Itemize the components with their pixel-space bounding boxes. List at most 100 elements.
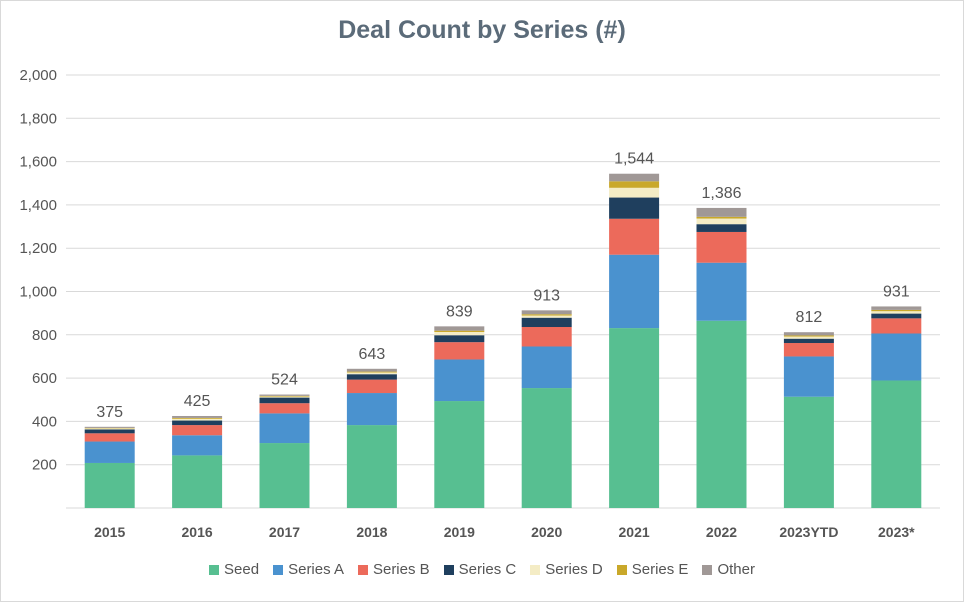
bar-segment-series-e <box>172 417 223 419</box>
legend-swatch <box>209 564 220 575</box>
bar-segment-series-d <box>172 418 223 421</box>
bar-segment-series-e <box>346 371 397 373</box>
bar-segment-other <box>434 326 485 331</box>
bar-segment-series-c <box>434 335 485 343</box>
x-tick-label: 2015 <box>94 524 125 540</box>
legend-swatch <box>443 564 454 575</box>
bar-segment-seed <box>84 462 135 508</box>
bar-segment-series-b <box>609 218 660 255</box>
total-label: 524 <box>271 372 298 389</box>
bar-segment-series-b <box>172 425 223 436</box>
bar-segment-seed <box>259 443 310 508</box>
y-tick-label: 800 <box>32 327 57 344</box>
bar-segment-series-a <box>172 435 223 456</box>
y-axis: 200 400 600 800 1,000 1,200 1,400 1,600 1,800 2,0… <box>19 67 57 474</box>
x-tick-label: 2021 <box>619 524 650 540</box>
total-label: 643 <box>359 346 386 363</box>
bar-segment-series-c <box>696 224 747 232</box>
bar-segment-series-c <box>259 397 310 404</box>
bar-segment-other <box>696 207 747 217</box>
bar-segment-seed <box>346 425 397 508</box>
bar-segment-series-a <box>259 413 310 444</box>
legend-label: Series C <box>458 561 517 578</box>
bar-segment-series-a <box>609 254 660 329</box>
x-tick-label: 2019 <box>444 524 475 540</box>
bar-segment-series-b <box>871 318 922 334</box>
total-label: 812 <box>796 309 823 326</box>
bar-segment-seed <box>696 320 747 508</box>
legend-label: Series D <box>545 561 603 578</box>
total-label: 375 <box>96 404 123 421</box>
bar-segment-series-e <box>871 309 922 312</box>
bar-segment-series-c <box>871 313 922 319</box>
bar-segment-seed <box>172 455 223 508</box>
x-tick-label: 2017 <box>269 524 300 540</box>
bar-segment-series-e <box>521 314 572 316</box>
y-tick-label: 600 <box>32 370 57 387</box>
y-tick-label: 1,000 <box>19 284 57 301</box>
legend-label: Other <box>717 561 755 578</box>
bar-segment-seed <box>521 388 572 508</box>
bar-segment-other <box>871 306 922 310</box>
total-label: 425 <box>184 393 211 410</box>
legend-item: Series B <box>357 561 430 578</box>
bar-segment-series-e <box>259 395 310 397</box>
total-label: 931 <box>883 283 910 300</box>
bar-segment-series-b <box>434 342 485 360</box>
total-label: 839 <box>446 303 473 320</box>
legend-item: Series A <box>273 561 344 578</box>
bar-segment-seed <box>434 401 485 508</box>
legend-item: Series C <box>443 561 517 578</box>
bar-segment-series-c <box>346 374 397 380</box>
x-axis: 2015 2016 2017 2018 2019 2020 2021 2022 2023YTD 2… <box>94 524 915 540</box>
y-tick-label: 1,400 <box>19 197 57 214</box>
y-tick-label: 400 <box>32 413 57 430</box>
bar-segment-series-d <box>84 428 135 430</box>
total-label: 1,386 <box>701 185 741 202</box>
x-tick-label: 2023YTD <box>779 524 838 540</box>
bar-segment-series-b <box>84 433 135 442</box>
bar-segment-other <box>259 394 310 396</box>
bar-segment-series-b <box>346 379 397 394</box>
y-tick-label: 200 <box>32 457 57 474</box>
total-labels: 375 425 524 643 839 913 1,544 1,386 812 931 <box>96 151 909 421</box>
legend-label: Series E <box>631 561 689 578</box>
bar-segment-series-a <box>871 333 922 381</box>
legend-swatch <box>616 564 627 575</box>
bar-segment-series-e <box>434 330 485 332</box>
bar-segment-series-e <box>609 181 660 188</box>
bar-segment-series-a <box>84 441 135 463</box>
bar-segment-series-d <box>696 218 747 225</box>
bar-segment-other <box>84 426 135 428</box>
bar-segment-series-a <box>696 262 747 321</box>
bar-segment-other <box>172 415 223 418</box>
x-tick-label: 2020 <box>531 524 562 540</box>
legend-label: Series A <box>288 561 344 578</box>
x-tick-label: 2018 <box>356 524 387 540</box>
y-tick-label: 1,600 <box>19 154 57 171</box>
bar-segment-other <box>609 173 660 182</box>
legend-item: Other <box>702 561 755 578</box>
total-label: 1,544 <box>614 151 654 168</box>
bar-segment-other <box>346 368 397 372</box>
y-tick-label: 2,000 <box>19 67 57 84</box>
bar-segment-series-b <box>783 343 834 357</box>
bar-segment-series-a <box>434 359 485 402</box>
total-label: 913 <box>533 287 560 304</box>
bar-segment-series-a <box>521 346 572 389</box>
legend-item: Series D <box>530 561 603 578</box>
bar-segment-series-e <box>696 216 747 219</box>
legend-swatch <box>273 564 284 575</box>
bar-segment-other <box>521 310 572 315</box>
bar-segment-series-a <box>783 356 834 397</box>
legend-swatch <box>702 564 713 575</box>
bar-segment-series-a <box>346 393 397 426</box>
bar-segment-series-b <box>259 403 310 414</box>
bar-segment-series-d <box>259 396 310 398</box>
bar-segment-seed <box>783 396 834 508</box>
y-tick-label: 1,800 <box>19 110 57 127</box>
bar-segment-series-d <box>346 372 397 375</box>
x-tick-label: 2022 <box>706 524 737 540</box>
bar-segment-seed <box>871 380 922 508</box>
